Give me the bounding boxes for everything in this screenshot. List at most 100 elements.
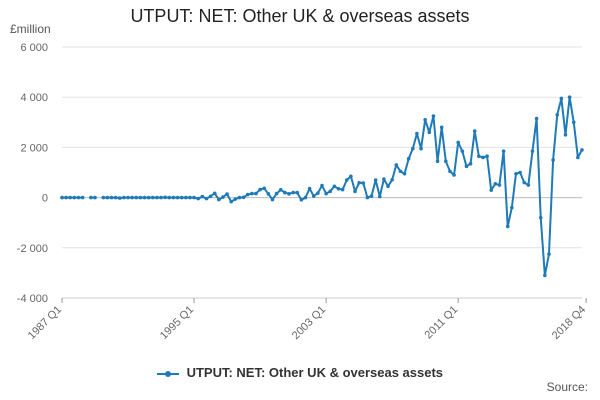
data-point[interactable] xyxy=(64,195,68,200)
data-point[interactable] xyxy=(109,195,114,200)
data-point[interactable] xyxy=(217,197,221,202)
data-point[interactable] xyxy=(175,195,180,200)
data-point[interactable] xyxy=(212,191,217,196)
data-point[interactable] xyxy=(208,194,213,199)
data-point[interactable] xyxy=(373,178,378,182)
data-point[interactable] xyxy=(204,196,209,201)
data-point[interactable] xyxy=(340,187,345,192)
data-point[interactable] xyxy=(543,273,547,278)
data-point[interactable] xyxy=(229,199,234,204)
data-point[interactable] xyxy=(563,133,568,137)
data-point[interactable] xyxy=(530,149,535,153)
data-point[interactable] xyxy=(439,125,444,130)
data-point[interactable] xyxy=(171,195,176,200)
data-point[interactable] xyxy=(576,155,580,160)
data-point[interactable] xyxy=(448,169,452,174)
data-point[interactable] xyxy=(163,195,167,200)
data-point[interactable] xyxy=(72,195,77,200)
data-point[interactable] xyxy=(258,187,262,192)
data-point[interactable] xyxy=(245,192,250,197)
data-point[interactable] xyxy=(138,195,143,200)
data-point[interactable] xyxy=(241,195,246,200)
data-point[interactable] xyxy=(270,197,275,202)
data-point[interactable] xyxy=(291,190,295,195)
data-point[interactable] xyxy=(278,188,283,192)
data-point[interactable] xyxy=(357,180,361,185)
data-point[interactable] xyxy=(196,196,200,201)
data-point[interactable] xyxy=(571,120,576,125)
data-point[interactable] xyxy=(555,112,560,117)
data-point[interactable] xyxy=(361,181,366,185)
data-point[interactable] xyxy=(316,191,320,195)
data-point[interactable] xyxy=(283,190,287,195)
data-point[interactable] xyxy=(250,191,254,196)
data-point[interactable] xyxy=(394,163,399,167)
data-point[interactable] xyxy=(493,182,498,186)
data-point[interactable] xyxy=(464,164,469,169)
data-point[interactable] xyxy=(287,192,291,196)
data-point[interactable] xyxy=(262,186,267,191)
data-point[interactable] xyxy=(266,192,271,196)
data-point[interactable] xyxy=(481,155,485,160)
data-point[interactable] xyxy=(155,195,159,200)
data-point[interactable] xyxy=(415,131,419,136)
data-point[interactable] xyxy=(452,173,456,177)
data-point[interactable] xyxy=(526,183,531,187)
data-point[interactable] xyxy=(188,195,192,200)
data-point[interactable] xyxy=(295,190,300,195)
data-point[interactable] xyxy=(328,189,333,194)
data-point[interactable] xyxy=(299,198,304,202)
data-point[interactable] xyxy=(485,154,489,158)
data-point[interactable] xyxy=(134,195,139,200)
data-point[interactable] xyxy=(225,192,229,196)
data-point[interactable] xyxy=(435,159,440,164)
data-point[interactable] xyxy=(101,195,106,200)
data-point[interactable] xyxy=(444,159,448,164)
data-point[interactable] xyxy=(130,195,134,200)
data-point[interactable] xyxy=(567,95,572,99)
data-point[interactable] xyxy=(390,177,394,182)
data-point[interactable] xyxy=(551,158,555,162)
data-point[interactable] xyxy=(60,195,64,200)
data-point[interactable] xyxy=(344,178,349,182)
data-point[interactable] xyxy=(423,117,427,122)
data-point[interactable] xyxy=(427,130,432,135)
data-point[interactable] xyxy=(122,195,126,200)
data-point[interactable] xyxy=(505,224,510,229)
data-point[interactable] xyxy=(580,148,584,152)
data-point[interactable] xyxy=(303,195,308,200)
data-point[interactable] xyxy=(80,195,85,200)
data-point[interactable] xyxy=(179,195,184,200)
data-point[interactable] xyxy=(117,196,122,200)
data-point[interactable] xyxy=(221,195,225,199)
data-point[interactable] xyxy=(522,180,527,185)
data-point[interactable] xyxy=(142,195,147,200)
data-point[interactable] xyxy=(159,195,163,200)
data-point[interactable] xyxy=(510,205,514,210)
data-point[interactable] xyxy=(398,169,403,174)
data-point[interactable] xyxy=(468,161,473,166)
data-point[interactable] xyxy=(146,195,151,200)
data-point[interactable] xyxy=(547,252,551,256)
data-point[interactable] xyxy=(336,187,341,191)
data-point[interactable] xyxy=(237,195,242,200)
data-point[interactable] xyxy=(460,149,465,153)
data-point[interactable] xyxy=(497,183,502,187)
data-point[interactable] xyxy=(307,186,312,191)
data-point[interactable] xyxy=(419,146,423,151)
data-point[interactable] xyxy=(501,149,506,153)
data-point[interactable] xyxy=(489,188,494,192)
data-point[interactable] xyxy=(349,174,353,179)
data-point[interactable] xyxy=(559,96,564,101)
data-point[interactable] xyxy=(332,184,337,189)
data-point[interactable] xyxy=(406,156,411,161)
data-point[interactable] xyxy=(365,195,370,200)
data-point[interactable] xyxy=(150,195,155,200)
data-point[interactable] xyxy=(76,195,81,200)
data-point[interactable] xyxy=(274,191,279,196)
data-point[interactable] xyxy=(534,116,539,121)
data-point[interactable] xyxy=(311,194,316,198)
data-point[interactable] xyxy=(254,191,258,196)
data-point[interactable] xyxy=(320,183,324,188)
data-point[interactable] xyxy=(386,184,390,189)
